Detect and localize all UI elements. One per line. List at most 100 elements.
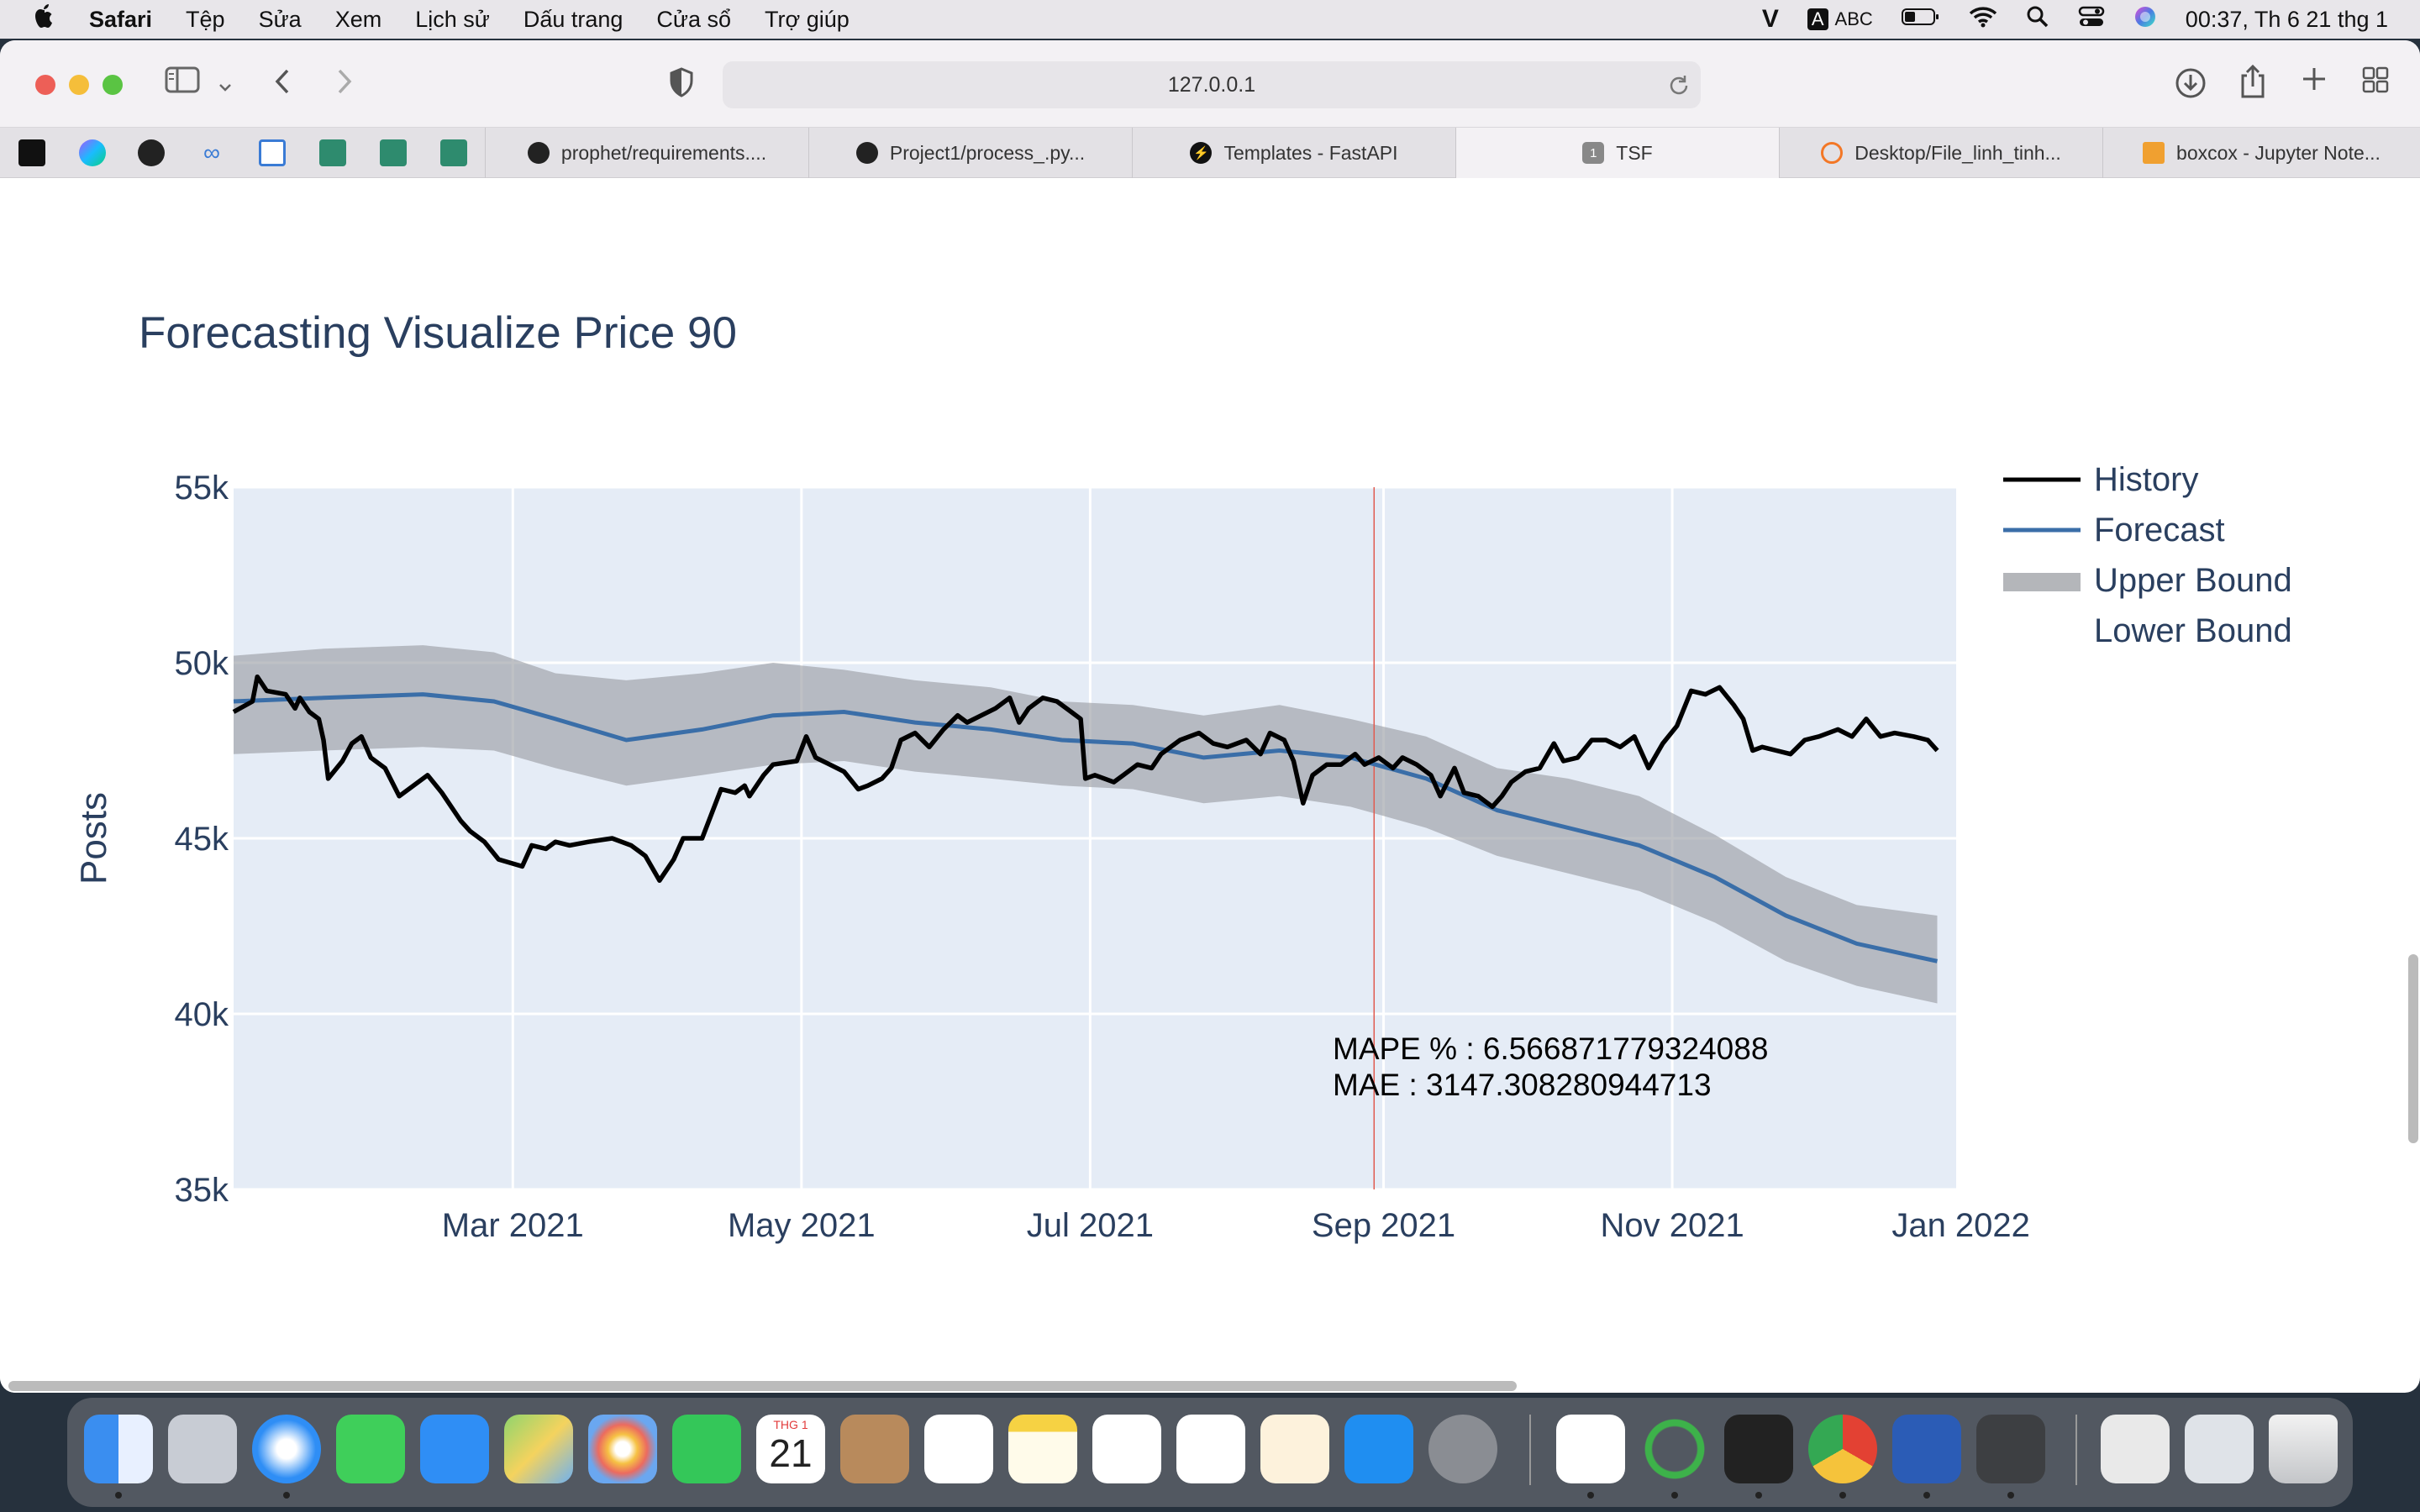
y-axis-label: Posts — [73, 792, 114, 885]
pages-icon[interactable] — [1260, 1415, 1329, 1483]
menu-window[interactable]: Cửa sổ — [656, 6, 732, 32]
github-icon — [855, 142, 878, 164]
contacts-icon[interactable] — [840, 1415, 909, 1483]
back-button[interactable] — [271, 67, 296, 103]
reload-icon[interactable] — [1667, 72, 1691, 105]
notebook-icon — [2143, 142, 2165, 164]
browser-toolbar: 127.0.0.1 — [0, 40, 2420, 128]
running-indicator — [115, 1492, 122, 1499]
sidebar-toggle-icon[interactable] — [165, 66, 200, 102]
tab-label: Project1/process_.py... — [889, 141, 1086, 164]
menu-edit[interactable]: Sửa — [258, 6, 302, 32]
x-tick-label: May 2021 — [728, 1207, 876, 1244]
fastapi-icon: ⚡ — [1190, 142, 1213, 164]
launchpad-icon[interactable] — [168, 1415, 237, 1483]
menu-bookmarks[interactable]: Dấu trang — [523, 6, 623, 32]
pinned-tab-layout-icon[interactable] — [259, 139, 286, 166]
notes-icon[interactable] — [1008, 1415, 1077, 1483]
menu-view[interactable]: Xem — [334, 6, 382, 32]
calendar-month: THG 1 — [773, 1418, 808, 1431]
pinned-tab-figma-icon[interactable] — [79, 139, 106, 166]
privacy-shield-icon[interactable] — [669, 67, 694, 105]
documents-stack-icon[interactable] — [2101, 1415, 2170, 1483]
pinned-tab-sheet-icon[interactable] — [440, 139, 467, 166]
pinned-tab-infinity-icon[interactable]: ∞ — [203, 139, 220, 165]
tab-tsf[interactable]: 1 TSF — [1455, 128, 1779, 178]
running-indicator — [1923, 1492, 1930, 1499]
history-series-line — [232, 674, 1939, 883]
running-indicator — [1755, 1492, 1762, 1499]
input-source-indicator[interactable]: A ABC — [1807, 8, 1873, 30]
x-tick-label: Mar 2021 — [442, 1207, 584, 1244]
forward-button[interactable] — [331, 67, 356, 103]
downloads-icon[interactable] — [2175, 67, 2207, 107]
sublime-text-icon[interactable] — [1976, 1415, 2045, 1483]
share-icon[interactable] — [2238, 64, 2267, 107]
spotlight-search-icon[interactable] — [2026, 5, 2049, 34]
system-preferences-icon[interactable] — [1428, 1415, 1497, 1483]
word-icon[interactable] — [1892, 1415, 1961, 1483]
terminal-icon[interactable] — [1724, 1415, 1793, 1483]
vertical-scrollbar[interactable] — [2408, 954, 2418, 1143]
running-indicator — [1671, 1492, 1678, 1499]
pinned-tab-medium-icon[interactable] — [18, 139, 45, 166]
horizontal-scrollbar[interactable] — [8, 1381, 1517, 1391]
siri-icon[interactable] — [2133, 5, 2157, 34]
legend-history-label: History — [2094, 461, 2198, 498]
mail-icon[interactable] — [420, 1415, 489, 1483]
maps-icon[interactable] — [504, 1415, 573, 1483]
tab-desktop-file[interactable]: Desktop/File_linh_tinh... — [1779, 128, 2102, 178]
tab-prophet-requirements[interactable]: prophet/requirements.... — [485, 128, 808, 178]
y-tick-label: 35k — [175, 1172, 229, 1209]
tab-label: prophet/requirements.... — [560, 141, 767, 164]
new-tab-button[interactable] — [2301, 66, 2328, 100]
close-window-button[interactable] — [35, 75, 55, 95]
finder-icon[interactable] — [84, 1415, 153, 1483]
menu-clock[interactable]: 00:37, Th 6 21 thg 1 — [2185, 6, 2388, 32]
tab-project1-process[interactable]: Project1/process_.py... — [808, 128, 1132, 178]
spinner-app-icon[interactable] — [1640, 1415, 1709, 1483]
apple-icon[interactable] — [32, 3, 57, 36]
keynote-icon[interactable] — [1092, 1415, 1161, 1483]
menu-file[interactable]: Tệp — [186, 6, 225, 32]
chrome-icon[interactable] — [1808, 1415, 1877, 1483]
menu-history[interactable]: Lịch sử — [415, 6, 490, 32]
v-app-icon[interactable]: V — [1761, 5, 1779, 33]
wifi-icon[interactable] — [1969, 6, 1997, 34]
input-source-label: ABC — [1834, 8, 1873, 29]
vscode-icon[interactable] — [1556, 1415, 1625, 1483]
legend-lower-bound-label: Lower Bound — [2094, 612, 2292, 649]
github-icon — [527, 142, 550, 164]
zoom-window-button[interactable] — [103, 75, 123, 95]
chevron-down-icon[interactable] — [217, 71, 234, 103]
photos-icon[interactable] — [588, 1415, 657, 1483]
tab-overview-icon[interactable] — [2361, 66, 2390, 102]
messages-icon[interactable] — [336, 1415, 405, 1483]
y-axis-ticks: 55k 50k 45k 40k 35k — [175, 470, 229, 1209]
menu-help[interactable]: Trợ giúp — [765, 6, 850, 32]
numbers-icon[interactable] — [1176, 1415, 1245, 1483]
tab-templates-fastapi[interactable]: ⚡ Templates - FastAPI — [1132, 128, 1455, 178]
menu-app-name[interactable]: Safari — [89, 6, 153, 32]
y-tick-label: 45k — [175, 821, 229, 858]
app-store-icon[interactable] — [1344, 1415, 1413, 1483]
pinned-tab-sheet-icon[interactable] — [319, 139, 346, 166]
reminders-icon[interactable] — [924, 1415, 993, 1483]
screenshot-stack-icon[interactable] — [2185, 1415, 2254, 1483]
tab-bar: ∞ prophet/requirements.... Project1/proc… — [0, 128, 2420, 178]
calendar-icon[interactable]: THG 1 21 — [756, 1415, 825, 1483]
control-center-icon[interactable] — [2078, 5, 2105, 34]
address-bar[interactable]: 127.0.0.1 — [723, 61, 1701, 108]
minimize-window-button[interactable] — [69, 75, 89, 95]
dock-divider — [2075, 1415, 2077, 1485]
tab-label: Desktop/File_linh_tinh... — [1854, 141, 2061, 164]
trash-icon[interactable] — [2269, 1415, 2338, 1483]
x-axis-ticks: Mar 2021 May 2021 Jul 2021 Sep 2021 Nov 2021… — [442, 1207, 2030, 1244]
tab-boxcox-jupyter[interactable]: boxcox - Jupyter Note... — [2102, 128, 2420, 178]
safari-icon[interactable] — [252, 1415, 321, 1483]
pinned-tab-sheet-icon[interactable] — [380, 139, 407, 166]
y-tick-label: 40k — [175, 996, 229, 1033]
pinned-tab-github-icon[interactable] — [138, 139, 165, 166]
facetime-icon[interactable] — [672, 1415, 741, 1483]
battery-icon[interactable] — [1901, 7, 1940, 33]
